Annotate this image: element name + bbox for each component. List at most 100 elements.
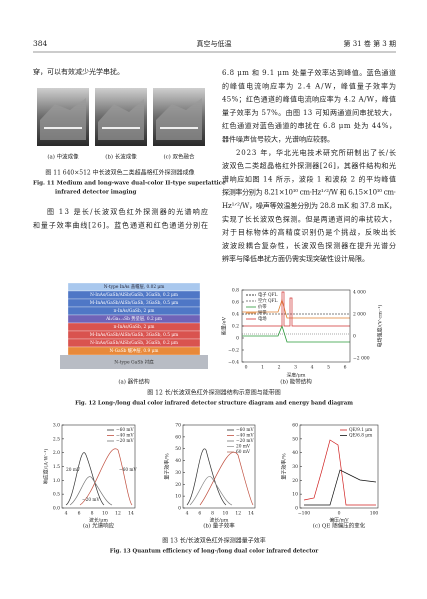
legend-label: QE/6.8 μm [349, 434, 372, 439]
paragraph-line: 谱响应如图 14 所示，波段 1 和波段 2 的平均峰值 [222, 174, 396, 183]
annotation: −60 mV [119, 468, 138, 473]
plot-frame [182, 424, 256, 509]
x-tick-label: 8 [211, 511, 214, 517]
layer-label: AlₓGa₁₋ₓSb 势垒层, 0.2 μm [105, 315, 162, 322]
y-tick-label: 0.4 [232, 312, 239, 318]
x-tick-label: 6 [78, 511, 81, 517]
figure-caption: 图 11 640×512 中长波双色二类超晶格红外探测器成像 [45, 169, 194, 177]
y2-tick-label: −2 000 [353, 356, 370, 362]
y-axis-label: 响应度/(A·W⁻¹) [43, 449, 50, 485]
layer-label: N-type InAs 盖帽层, 0.02 μm [104, 283, 165, 290]
x-tick-label: 14 [248, 511, 254, 517]
y-tick-label: 40 [292, 450, 298, 456]
legend-label: 电子 QFL [258, 291, 277, 298]
x-axis-label: 波长/μm [89, 517, 108, 524]
paragraph-line: 对于目标物体的高精度识别仍是个挑战，反映出长 [222, 228, 396, 237]
x-tick-label: 6 [198, 511, 201, 517]
panel-caption: (a) 光谱响应 [83, 522, 115, 530]
legend-label: QE/9.1 μm [349, 428, 372, 433]
figure-caption-en: Fig. 13 Quantum efficiency of long-/long… [110, 549, 319, 555]
x-tick-label: 4 [311, 365, 314, 371]
panel-caption: (c) QE 随偏压的变化 [313, 522, 366, 530]
paragraph-line: 辨率与降低串扰方面仍需实现突破性设计局限。 [222, 254, 369, 263]
x-axis-label: 深度/μm [287, 372, 306, 379]
legend-label: 20 mV [236, 445, 251, 450]
x-tick-label: 1 [261, 365, 264, 371]
paragraph-line: 实现了长长波双色探测。但是两通道间的串扰较大， [222, 214, 396, 223]
figure-caption-en: Fig. 11 Medium and long-wave dual-color … [33, 181, 226, 187]
y-tick-label: 0 [178, 506, 181, 512]
panel-caption: (b) 能带结构 [280, 378, 312, 386]
annotation: 20 mV [66, 468, 81, 473]
y-axis-label: 能量/eV [221, 316, 228, 335]
layer-label: π-InAs/GaSb, 2 μm [114, 309, 155, 314]
paragraph-line: 波波段耦合复杂性，长波双色探测器在提升光谱分 [222, 241, 396, 250]
y2-tick-label: 2 000 [353, 312, 366, 318]
paragraph-line: 红色通道对蓝色通道的串扰在 6.8 μm 处为 44%， [222, 121, 396, 130]
y2-tick-label: 4 000 [353, 290, 366, 296]
y-tick-label: 0.8 [232, 288, 239, 294]
y-tick-label: 30 [292, 464, 298, 470]
y-tick-label: 20 [292, 478, 298, 484]
y-tick-label: 50 [175, 446, 181, 452]
y-tick-label: 60 [175, 434, 181, 440]
paragraph-line: Hz¹ᐟ²/W，噪声等效温差分别为 28.8 mK 和 37.8 mK， [222, 201, 396, 210]
x-tick-label: 12 [235, 511, 241, 517]
paragraph-line: 和量子效率曲线[26]。蓝色通道和红色通道分别在 [33, 220, 208, 229]
layer-label: M-InAs/GaSb/AlSb/GaSb, 3GaSb, 0.5 μm [90, 333, 178, 338]
y-tick-label: 3.0 [53, 423, 60, 429]
paragraph-line: 器件噪声信号较大，光谱响应较弱。 [222, 135, 334, 144]
panel-caption: (b) 量子效率 [203, 522, 235, 530]
y-tick-label: 70 [175, 423, 181, 429]
x-tick-label: 3 [294, 365, 297, 371]
layer-label: π-InAs/GaSb, 2 μm [114, 325, 155, 330]
layer-label: N-type GaSb 衬底 [114, 359, 154, 366]
ir-images [37, 88, 205, 146]
paragraph-line: 探测率分别为 8.21×10¹⁰ cm·Hz¹ᐟ²/W 和 6.15×10¹⁰ … [222, 188, 396, 197]
legend-label: −60 mV [236, 428, 255, 433]
paragraph-line: 45%；红色通道的峰值电流响应率为 4.2 A/W，峰值 [222, 95, 396, 104]
paragraph-line: 图 13 是长/长波双色红外探测器的光谱响应 [47, 207, 208, 216]
y-tick-label: 2.0 [53, 450, 60, 456]
substrate [60, 355, 208, 369]
x-tick-label: 6 [344, 365, 347, 371]
paragraph-line: 的峰值电流响应率为 2.4 A/W，峰值量子效率为 [222, 81, 396, 90]
page-number: 384 [33, 39, 48, 48]
x-tick-label: 0 [338, 511, 341, 517]
journal-name: 真空与低温 [197, 39, 232, 48]
legend-label: −60 mV [116, 428, 135, 433]
legend-label: 电场 [258, 315, 267, 322]
legend-label: −40 mV [236, 434, 255, 439]
annotation: −20 mV [82, 498, 101, 503]
y-tick-label: 30 [175, 470, 181, 476]
issue: 第 31 卷 第 3 期 [344, 39, 397, 48]
y-tick-label: 50 [292, 436, 298, 442]
y2-tick-label: 0 [353, 334, 356, 340]
x-axis-label: 偏压/mV [329, 517, 349, 524]
fig13-curves [65, 439, 377, 506]
y-tick-label: 0.2 [232, 324, 239, 330]
x-tick-label: 8 [91, 511, 94, 517]
y-tick-label: 0.0 [53, 506, 60, 512]
x-tick-label: 2 [278, 365, 281, 371]
panel-caption: (a) 器件结构 [118, 378, 150, 386]
paragraph-line: 波双色二类超晶格红外探测器[26]，其器件结构和光 [222, 161, 396, 170]
y2-axis-label: 电场强度/(V·cm⁻¹) [377, 304, 384, 347]
y-tick-label: 40 [175, 458, 181, 464]
figure-caption: 图 12 长/长波双色红外探测器结构示意图与能带图 [147, 389, 280, 397]
y-tick-label: 10 [175, 494, 181, 500]
band-curves [242, 291, 350, 343]
paragraph-line: 穿，可以有效减少光学串扰。 [33, 67, 124, 76]
layer-label: M-InAs/GaSb/AlSb/GaSb, 3GaSb, 0.5 μm [90, 301, 178, 306]
y-tick-label: 0.6 [232, 300, 239, 306]
y-tick-label: 20 [175, 482, 181, 488]
figure-caption-en: Fig. 12 Long-/long dual color infrared d… [75, 401, 353, 407]
y-tick-label: 0.5 [53, 492, 60, 498]
paragraph-line: 量子效率为 57%。由图 13 可知两通道间串扰较大， [222, 108, 396, 117]
panel-caption: (a) 中波成像 [47, 153, 79, 161]
y-tick-label: 1.5 [53, 464, 60, 470]
panel-caption: (b) 长波成像 [105, 153, 137, 161]
x-tick-label: 10 [223, 511, 229, 517]
x-tick-label: 5 [327, 365, 330, 371]
x-tick-label: 100 [370, 511, 379, 517]
